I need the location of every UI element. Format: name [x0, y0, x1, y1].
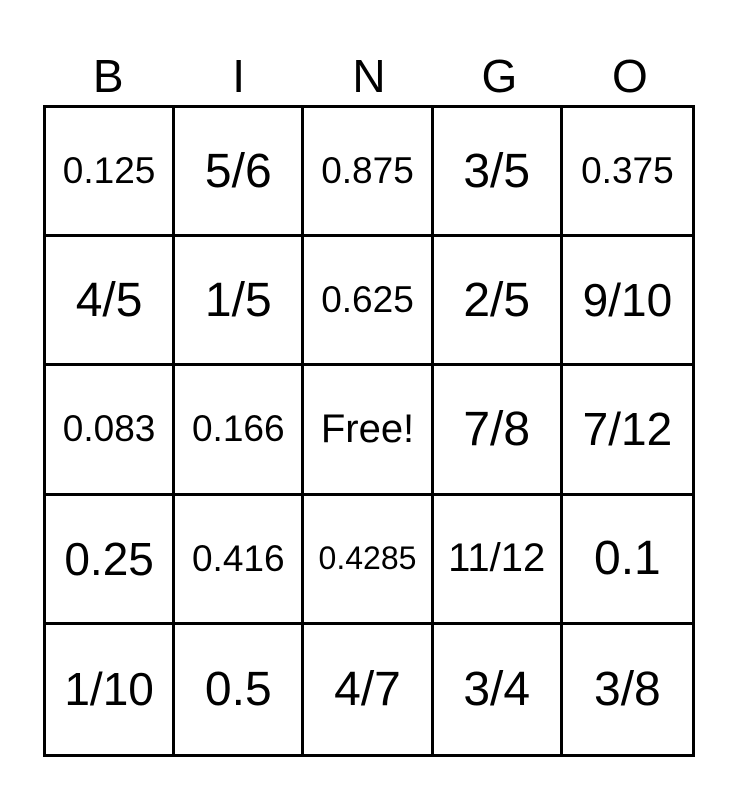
bingo-cell: 2/5: [433, 237, 563, 367]
free-space-cell: Free!: [304, 366, 434, 496]
bingo-cell: 0.1: [562, 496, 692, 625]
bingo-cell: 0.416: [175, 495, 305, 625]
header-letter-n: N: [352, 50, 386, 102]
bingo-cell: 3/4: [434, 624, 563, 754]
bingo-cell: 11/12: [433, 495, 563, 625]
bingo-cell: 3/5: [433, 108, 563, 238]
bingo-grid: 0.125 5/6 0.875 3/5 0.375 4/5 1/5 0.625 2/5 9/10 0…: [43, 105, 695, 757]
bingo-cell: 0.083: [46, 366, 176, 496]
bingo-cell: 0.4285: [304, 495, 434, 625]
bingo-cell: 0.125: [46, 108, 176, 238]
bingo-cell: 3/8: [594, 662, 661, 716]
header-letter-g: G: [481, 50, 518, 102]
bingo-cell: 0.875: [304, 108, 434, 238]
bingo-cell: 7/12: [562, 366, 692, 496]
bingo-cell: 1/5: [175, 237, 305, 367]
bingo-cell: 0.375: [562, 108, 692, 238]
bingo-cell: 9/10: [562, 237, 692, 367]
bingo-header: B I N G O: [43, 46, 695, 106]
bingo-cell: 0.5: [175, 624, 305, 754]
header-letter-i: I: [232, 50, 245, 102]
bingo-cell: 4/7: [304, 624, 434, 754]
bingo-cell: 0.166: [175, 366, 305, 496]
header-letter-b: B: [92, 50, 124, 102]
bingo-cell: 0.25: [46, 495, 176, 625]
bingo-cell: 7/8: [433, 366, 563, 496]
bingo-cell: 0.625: [304, 237, 434, 367]
bingo-cell: 1/10: [46, 624, 176, 754]
bingo-cell: 5/6: [175, 108, 305, 238]
header-letter-o: O: [611, 50, 648, 102]
bingo-cell: 4/5: [46, 237, 176, 367]
